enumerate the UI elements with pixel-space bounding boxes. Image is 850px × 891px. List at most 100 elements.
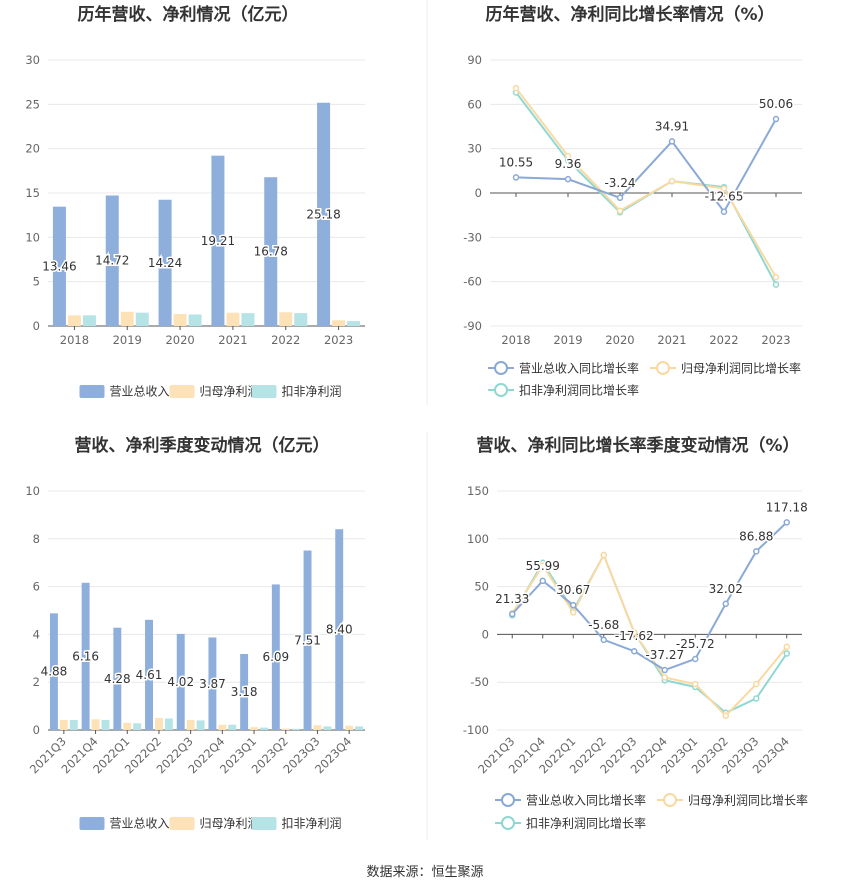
y-tick-label: 90 [467, 53, 482, 67]
revenue-bar [49, 613, 58, 730]
revenue-line [511, 521, 788, 672]
legend-swatch-deducted [251, 385, 277, 398]
netprofit-bar [313, 725, 322, 730]
y-tick-label: 10 [25, 230, 40, 244]
legend-label-revenue: 营业总收入 [110, 817, 170, 831]
revenue-bar [240, 653, 249, 730]
deducted-bar [133, 723, 142, 730]
revenue-bar [271, 584, 280, 730]
revenue-bar [52, 206, 66, 326]
revenue-growth-label: -5.68 [588, 618, 619, 632]
revenue-value-label: 8.40 [326, 623, 353, 637]
revenue-value-label: 6.16 [72, 649, 99, 663]
revenue-value-label: 19.21 [201, 234, 235, 248]
revenue-point [720, 208, 728, 215]
netprofit-point [692, 680, 699, 688]
y-tick-label: 0 [33, 319, 40, 333]
legend-label-netprofit: 归母净利润同比增长率 [688, 793, 808, 808]
deducted-bar [135, 312, 149, 326]
deducted-bar [294, 313, 308, 326]
y-tick-label: 2 [33, 675, 40, 689]
netprofit-point [570, 609, 577, 616]
revenue-growth-label: 55.99 [526, 559, 560, 573]
netprofit-line [515, 87, 777, 278]
legend-marker-deducted [494, 383, 508, 397]
legend-swatch-revenue [79, 385, 105, 398]
legend-marker-revenue [501, 793, 515, 807]
y-tick-label: 8 [33, 532, 40, 546]
revenue-value-label: 25.18 [306, 207, 340, 221]
y-tick-label: 15 [25, 186, 40, 200]
netprofit-bar [345, 725, 354, 730]
revenue-growth-label: 9.36 [555, 157, 582, 171]
x-tick-label: 2022 [709, 333, 738, 347]
x-tick-label: 2021 [657, 333, 686, 347]
revenue-growth-label: -3.24 [604, 176, 635, 190]
chart-title: 营收、净利同比增长率季度变动情况（%） [476, 435, 799, 456]
y-tick-label: 10 [25, 484, 40, 498]
y-tick-label: 150 [467, 484, 489, 498]
revenue-bar [264, 177, 278, 326]
legend-label-deducted: 扣非净利润同比增长率 [526, 816, 646, 831]
revenue-point [692, 655, 699, 663]
legend-label-deducted: 扣非净利润同比增长率 [519, 383, 639, 398]
x-tick-label: 2020 [165, 333, 194, 347]
deducted-bar [101, 719, 110, 730]
deducted-bar [355, 726, 364, 730]
revenue-bar [176, 633, 185, 730]
revenue-point [512, 174, 520, 181]
netprofit-point [564, 152, 572, 160]
netprofit-bar [186, 719, 195, 730]
y-tick-label: 50 [474, 580, 489, 594]
deducted-bar [188, 314, 202, 326]
x-tick-label: 2019 [553, 333, 582, 347]
chart-title: 营收、净利季度变动情况（亿元） [75, 435, 330, 456]
legend-marker-revenue [494, 361, 508, 375]
revenue-bar [158, 199, 172, 326]
netprofit-bar [250, 727, 259, 730]
revenue-value-label: 7.51 [294, 633, 321, 647]
legend-label-netprofit: 归母净利润同比增长率 [681, 361, 801, 376]
revenue-point [668, 138, 676, 145]
netprofit-point [631, 629, 638, 636]
netprofit-bar [67, 315, 81, 326]
deducted-bar [196, 720, 205, 730]
legend-marker-deducted [501, 816, 515, 830]
x-tick-label: 2023 [761, 333, 790, 347]
y-tick-label: -90 [463, 319, 482, 333]
revenue-point [661, 666, 668, 674]
legend-marker-netprofit [656, 361, 670, 375]
y-tick-label: -30 [463, 230, 482, 244]
revenue-value-label: 14.72 [95, 254, 129, 268]
revenue-value-label: 4.61 [136, 668, 163, 682]
annual-revenue-profit-chart: 历年营收、净利情况（亿元） 0 5 10 15 20 25 30 2018 2019 2020 202… [25, 4, 365, 399]
netprofit-bar [226, 312, 240, 326]
x-tick-label: 2019 [113, 333, 142, 347]
revenue-point [616, 194, 624, 202]
legend-label-netprofit: 归母净利润 [200, 385, 260, 399]
revenue-growth-label: 21.33 [495, 592, 529, 606]
deducted-bar [241, 313, 255, 326]
revenue-bar [105, 195, 119, 326]
annual-growth-rate-chart: 历年营收、净利同比增长率情况（%） -90 -60 -30 0 30 60 90 2018 201… [463, 4, 802, 398]
revenue-value-label: 6.09 [262, 650, 289, 664]
revenue-bar [303, 550, 312, 730]
legend-label-revenue: 营业总收入 [110, 385, 170, 399]
legend-swatch-netprofit [169, 385, 195, 398]
revenue-growth-label: -12.65 [705, 190, 744, 204]
revenue-line [515, 118, 777, 214]
netprofit-point [783, 643, 790, 651]
legend-label-deducted: 扣非净利润 [282, 385, 342, 399]
revenue-growth-label: 34.91 [655, 119, 689, 133]
deducted-bar [291, 728, 300, 730]
revenue-growth-label: 117.18 [766, 500, 808, 514]
x-tick-label: 2018 [501, 333, 530, 347]
revenue-value-label: 16.78 [254, 245, 288, 259]
netprofit-point [772, 273, 780, 281]
revenue-bar [211, 155, 225, 326]
deducted-bar [69, 719, 78, 730]
revenue-value-label: 4.28 [104, 672, 131, 686]
y-tick-label: -60 [463, 275, 482, 289]
y-tick-label: 20 [25, 142, 40, 156]
